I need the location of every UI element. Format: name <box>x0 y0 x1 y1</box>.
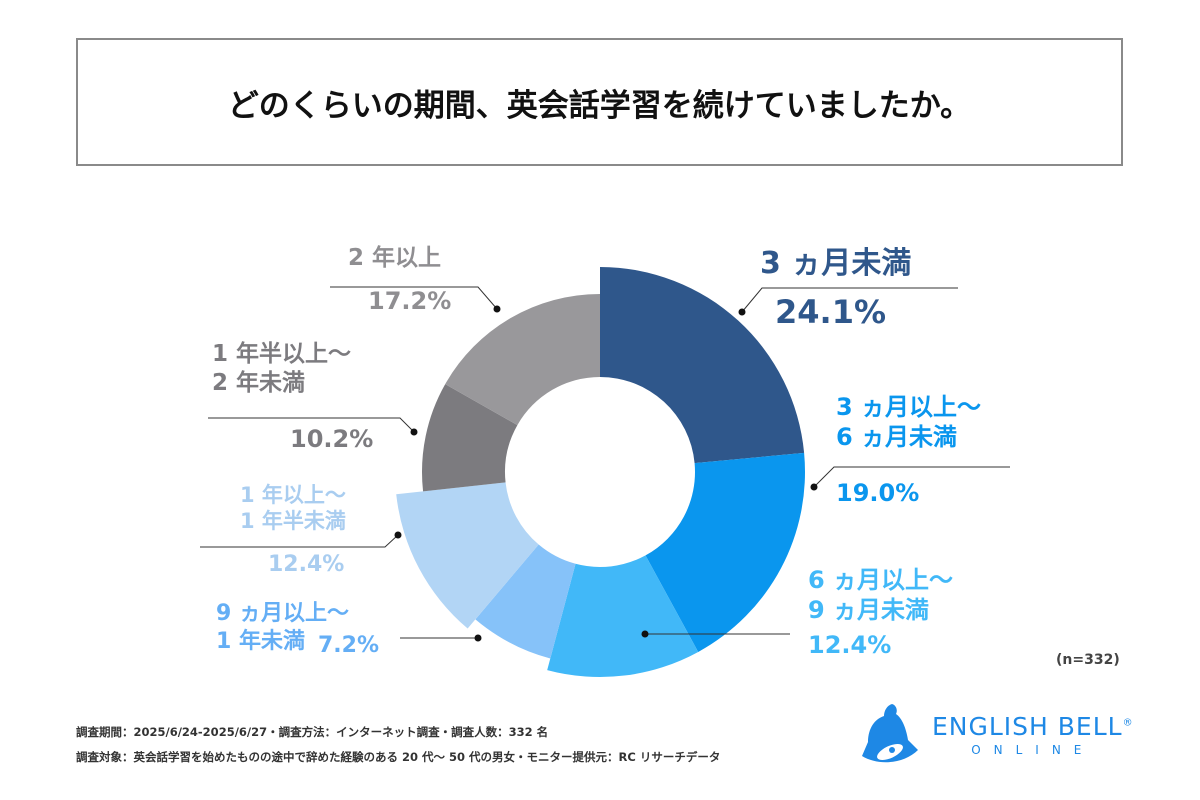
leader-line <box>330 286 498 310</box>
sample-size: (n=332) <box>1056 652 1120 668</box>
slice-category: 6 ヵ月未満 <box>836 423 958 451</box>
slice-category: 1 年以上～ <box>240 483 346 507</box>
slice-percent: 10.2% <box>290 425 374 453</box>
slice-category: 6 ヵ月以上～ <box>808 566 954 594</box>
logo-sub: ONLINE <box>971 742 1095 757</box>
slice-label: 1 年半以上～ 2 年未満 <box>212 340 351 398</box>
leader-line <box>813 466 1010 488</box>
donut-slice <box>396 482 539 629</box>
leader-dot <box>810 483 818 491</box>
footer-survey-target: 調査対象：英会話学習を始めたものの途中で辞めた経験のある 20 代～ 50 代の… <box>76 750 721 764</box>
bell-icon <box>862 704 918 763</box>
slice-percent: 24.1% <box>775 293 887 331</box>
slice-category: 3 ヵ月未満 <box>760 246 912 281</box>
slice-label: 3 ヵ月以上～ 6 ヵ月未満 <box>836 392 981 452</box>
donut-slice <box>600 267 805 464</box>
leader-dot <box>493 305 501 313</box>
slice-percent: 19.0% <box>836 479 920 507</box>
slice-label: 1 年以上～ 1 年半未満 <box>240 482 346 535</box>
leader-line <box>200 534 399 548</box>
leader-dot <box>474 634 482 642</box>
leader-line <box>741 287 958 313</box>
slice-category: 9 ヵ月以上～ <box>216 601 349 626</box>
slice-percent: 7.2% <box>318 633 380 658</box>
english-bell-logo: ENGLISH BELL® ONLINE <box>858 702 1134 766</box>
donut-slice <box>645 452 805 652</box>
donut-slice <box>445 294 600 426</box>
slice-category: 9 ヵ月未満 <box>808 596 930 624</box>
slice-label: 3 ヵ月未満 <box>760 245 911 283</box>
logo-name: ENGLISH BELL <box>932 711 1123 741</box>
slice-label: 9 ヵ月以上～ 1 年未満 <box>216 600 349 655</box>
title-box: どのくらいの期間、英会話学習を続けていましたか。 <box>76 38 1123 166</box>
slice-category: 1 年半以上～ <box>212 341 352 367</box>
leader-line <box>208 417 415 433</box>
chart-title: どのくらいの期間、英会話学習を続けていましたか。 <box>227 87 972 124</box>
donut-slice <box>422 384 518 492</box>
donut-slice <box>475 544 576 659</box>
leader-dot <box>410 428 418 436</box>
slice-percent: 12.4% <box>808 631 892 659</box>
slice-category: 1 年半未満 <box>240 509 346 534</box>
slice-label: 2 年以上 <box>348 244 441 273</box>
slice-percent: 12.4% <box>268 552 345 577</box>
slice-category: 3 ヵ月以上～ <box>836 393 982 421</box>
slice-category: 1 年未満 <box>216 628 305 654</box>
donut-slice <box>547 555 699 677</box>
leader-dot <box>394 531 402 539</box>
footer-survey-period: 調査期間：2025/6/24-2025/6/27・調査方法：インターネット調査・… <box>76 725 549 739</box>
leader-dot <box>641 630 649 638</box>
leader-dot <box>738 308 746 316</box>
registered-mark: ® <box>1122 717 1134 729</box>
slice-category: 2 年以上 <box>348 245 442 271</box>
slice-category: 2 年未満 <box>212 369 306 396</box>
slice-label: 6 ヵ月以上～ 9 ヵ月未満 <box>808 565 953 625</box>
slice-percent: 17.2% <box>368 287 452 315</box>
